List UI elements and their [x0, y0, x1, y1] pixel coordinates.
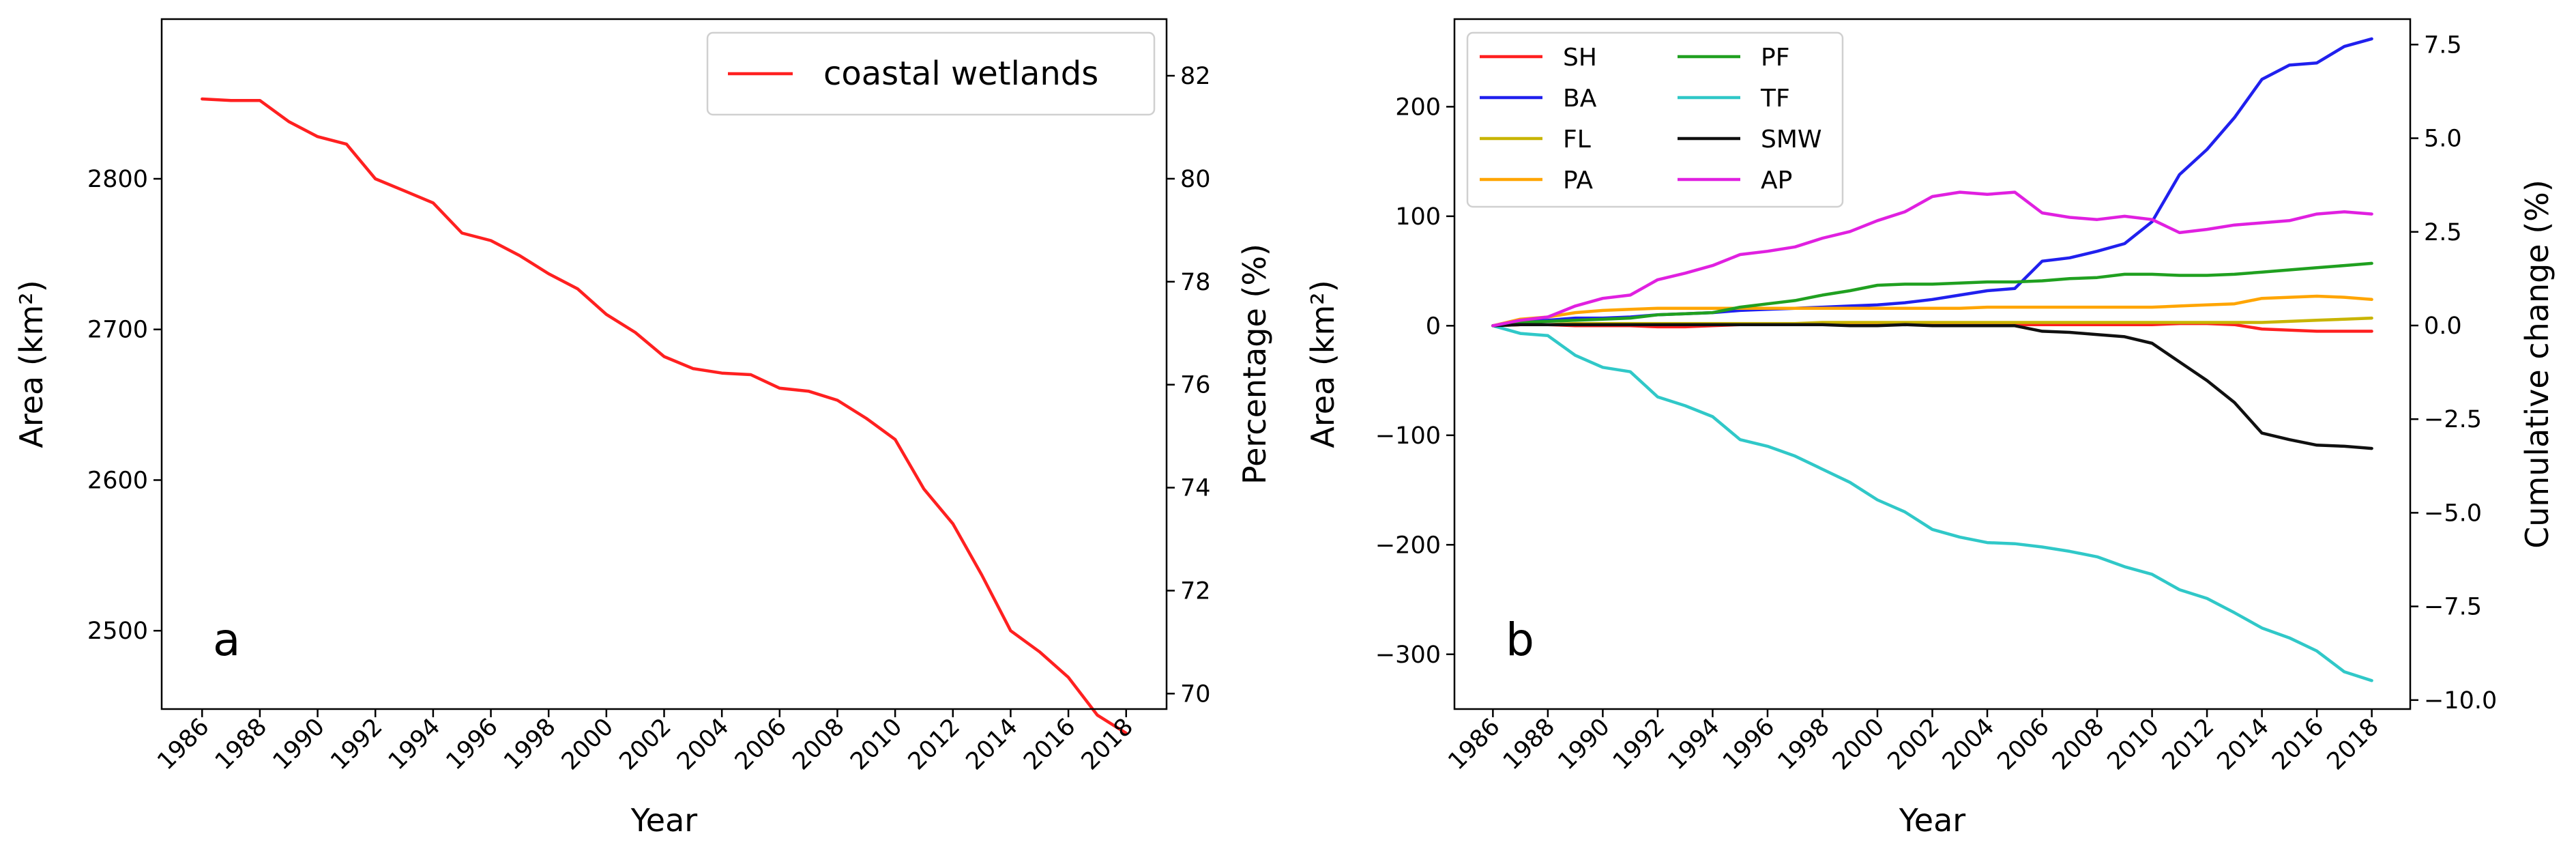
panel-label: a: [213, 614, 240, 666]
y-tick-label: 2600: [87, 467, 148, 494]
legend-entry-label: SMW: [1761, 126, 1822, 154]
x-tick-label: 1994: [1663, 713, 1725, 775]
x-tick-label: 2008: [2047, 713, 2109, 775]
chart-panel-a: 1986198819901992199419961998200020022004…: [13, 18, 1273, 839]
x-tick-label: 2014: [2212, 713, 2274, 775]
y2-tick-label: −5.0: [2424, 500, 2482, 527]
x-tick-label: 2006: [730, 713, 792, 775]
x-tick-label: 1998: [499, 713, 561, 775]
x-tick-label: 1988: [1498, 713, 1560, 775]
x-tick-label: 1990: [268, 713, 330, 775]
plot-frame: [160, 18, 1168, 710]
y2-tick-label: 76: [1180, 372, 1211, 399]
series-line-pf: [1491, 261, 2373, 328]
y-tick-label: 200: [1395, 93, 1441, 121]
series-line-pa: [1491, 294, 2373, 328]
series-line-tf: [1491, 324, 2373, 682]
x-tick-label: 1986: [1443, 713, 1505, 775]
y-tick-label: −300: [1375, 641, 1441, 669]
legend-entry-label: TF: [1760, 85, 1790, 113]
y2-tick-label: 80: [1180, 166, 1211, 193]
y2-tick-label: 82: [1180, 63, 1211, 90]
legend-box: [706, 31, 1156, 116]
y2-tick-label: −2.5: [2424, 406, 2482, 433]
x-tick-label: 1990: [1553, 713, 1615, 775]
x-tick-label: 1986: [152, 713, 214, 775]
y2-axis-title: Cumulative change (%): [2519, 179, 2556, 549]
y2-axis-title: Percentage (%): [1236, 244, 1273, 485]
y2-tick-label: 72: [1180, 577, 1211, 605]
x-tick-label: 2006: [1993, 713, 2055, 775]
y2-tick-label: −7.5: [2424, 594, 2482, 621]
x-tick-label: 1992: [1608, 713, 1670, 775]
legend-entry-label: BA: [1563, 85, 1597, 113]
y-tick-label: −100: [1375, 422, 1441, 450]
legend-entry-label: PA: [1563, 167, 1593, 194]
chart-panel-b: 1986198819901992199419961998200020022004…: [1304, 18, 2556, 839]
y-tick-label: 2800: [87, 166, 148, 193]
y-tick-label: 2700: [87, 317, 148, 344]
legend: coastal wetlands: [706, 31, 1156, 116]
y-axis-title: Area (km²): [13, 280, 50, 448]
legend-entry-label: AP: [1761, 167, 1792, 194]
x-tick-label: 2004: [672, 713, 734, 775]
x-tick-label: 2012: [903, 713, 965, 775]
series-line-coastal-wetlands: [201, 97, 1128, 735]
x-tick-label: 1996: [1718, 713, 1780, 775]
y2-tick-label: 0.0: [2424, 313, 2462, 340]
x-tick-label: 2016: [1019, 713, 1081, 775]
x-tick-label: 2018: [2322, 713, 2384, 775]
x-tick-label: 2014: [961, 713, 1023, 775]
x-tick-label: 1988: [210, 713, 272, 775]
y2-tick-label: 7.5: [2424, 31, 2462, 59]
x-tick-label: 1996: [441, 713, 503, 775]
series-line-smw: [1491, 323, 2373, 450]
x-tick-label: 1998: [1773, 713, 1835, 775]
x-tick-label: 2016: [2267, 713, 2329, 775]
legend-entry-label: FL: [1563, 126, 1591, 154]
y2-tick-label: 2.5: [2424, 219, 2462, 246]
panel-label: b: [1506, 614, 1534, 666]
series-line-ap: [1491, 190, 2373, 328]
y-tick-label: 100: [1395, 203, 1441, 231]
legend-box: [1466, 31, 1844, 208]
legend-entry-label: PF: [1761, 44, 1789, 72]
legend-entry-label: coastal wetlands: [823, 55, 1098, 93]
y-tick-label: 0: [1426, 313, 1441, 340]
x-tick-label: 2000: [1828, 713, 1890, 775]
y-axis-title: Area (km²): [1304, 280, 1341, 448]
x-tick-label: 2012: [2157, 713, 2219, 775]
y2-tick-label: 70: [1180, 680, 1211, 708]
x-tick-label: 2000: [557, 713, 619, 775]
y2-tick-label: −10.0: [2424, 687, 2497, 715]
x-tick-label: 2004: [1937, 713, 2000, 775]
y2-tick-label: 78: [1180, 269, 1211, 296]
y2-tick-label: 74: [1180, 475, 1211, 502]
x-axis-title: Year: [630, 802, 697, 839]
x-tick-label: 2008: [788, 713, 850, 775]
y2-tick-label: 5.0: [2424, 126, 2462, 153]
legend-entry-label: SH: [1563, 44, 1597, 72]
y-tick-label: 2500: [87, 618, 148, 645]
x-tick-label: 1994: [383, 713, 445, 775]
x-tick-label: 1992: [325, 713, 387, 775]
y-tick-label: −200: [1375, 532, 1441, 559]
x-tick-label: 2010: [845, 713, 907, 775]
x-tick-label: 2010: [2103, 713, 2165, 775]
x-tick-label: 2002: [615, 713, 677, 775]
legend: SH BA FL PA PF TF SMW AP: [1466, 31, 1844, 208]
x-tick-label: 2002: [1883, 713, 1945, 775]
x-axis-title: Year: [1899, 802, 1965, 839]
